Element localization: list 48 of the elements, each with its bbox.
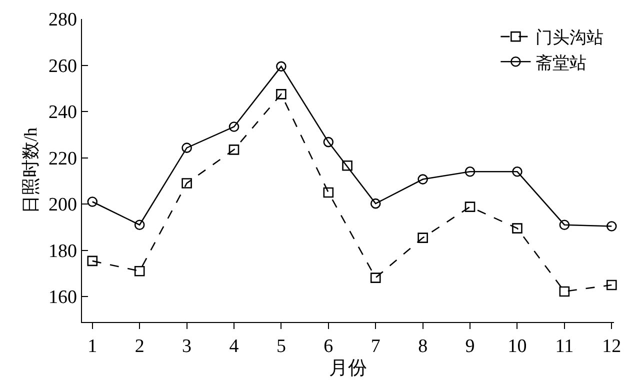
point [342,160,352,171]
x-tick-label: 9 [465,336,475,357]
y-tick-label: 280 [48,10,78,31]
point [87,196,98,207]
y-tick-label: 160 [48,287,78,308]
point [370,198,381,209]
point [182,142,192,153]
point [418,232,428,243]
x-tick-label: 7 [370,336,380,357]
x-tick-label: 4 [229,336,240,357]
legend-label: 斋堂站 [536,53,587,72]
point [512,223,522,234]
point [512,166,522,177]
y-axis-title: 日照时数/h [20,127,41,214]
point [606,221,617,232]
x-tick-label: 3 [182,336,192,357]
point [559,286,570,297]
point [276,61,286,72]
x-tick-label: 2 [134,336,144,357]
point [559,220,570,230]
x-tick-label: 5 [276,336,286,357]
point [418,174,428,184]
point [134,266,145,276]
point [323,187,334,198]
x-axis-title: 月份 [329,358,367,379]
legend-label: 门头沟站 [536,28,604,48]
x-tick-label: 8 [418,336,428,357]
point [464,166,476,177]
x-tick-label: 6 [324,336,334,357]
x-tick-label: 10 [508,336,527,357]
x-tick-label: 11 [555,336,574,357]
point [134,220,145,230]
y-tick-label: 200 [48,194,78,216]
x-tick-label: 12 [602,336,622,357]
x-tick-label: 1 [88,336,98,357]
y-tick-label: 240 [48,102,78,124]
point [464,202,476,212]
point [228,144,240,155]
point [87,256,98,266]
point [606,280,617,290]
point [276,89,286,100]
point [228,122,240,132]
point [370,272,381,283]
point [182,178,192,188]
y-tick-label: 220 [48,148,78,170]
y-tick-label: 260 [48,56,78,77]
point [323,136,334,148]
y-tick-label: 180 [48,240,78,262]
